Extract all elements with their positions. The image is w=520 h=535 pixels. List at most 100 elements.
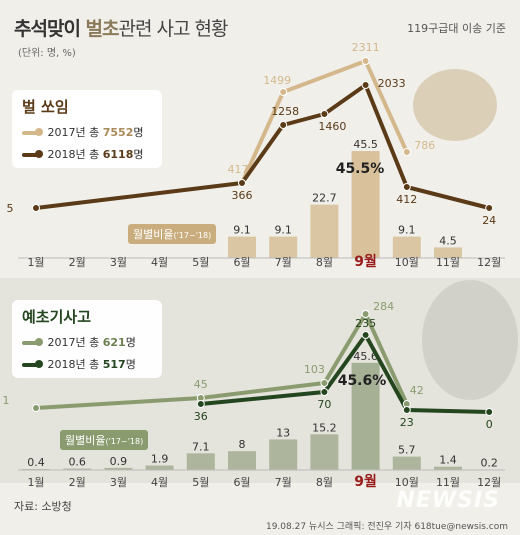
legend-mower-2018-num: 517: [102, 358, 126, 371]
mower-point-label-2017-1: 1: [3, 394, 10, 407]
ratio-tag-bee-label: 월별비율: [133, 228, 174, 241]
legend-bee-2017-num: 7552: [102, 126, 134, 139]
bee-bar-label-7: 9.1: [274, 224, 292, 237]
mower-point-label-2017-8: 103: [304, 363, 325, 376]
mower-bar-label-9: 45.6: [353, 350, 378, 363]
mower-bar-4: [145, 465, 174, 470]
mower-bar-label-10: 5.7: [398, 444, 416, 457]
mower-illustration: [422, 280, 518, 400]
mower-month-label-10: 10월: [395, 476, 419, 489]
bee-point-label-2018-6: 366: [232, 189, 253, 202]
mower-point-2018-10: [402, 406, 411, 414]
mower-point-label-2018-12: 0: [486, 418, 493, 431]
bee-month-label-3: 3월: [110, 256, 127, 269]
bee-month-label-10: 10월: [395, 256, 419, 269]
mower-bar-8: [310, 434, 339, 470]
bee-point-label-2018-7: 1258: [271, 105, 299, 118]
mower-bar-7: [269, 439, 298, 470]
bee-point-2018-9: [361, 81, 370, 89]
bee-point-2017-9: [361, 57, 370, 65]
legend-bee-2017-prefix: 2017년 총: [47, 126, 103, 139]
legend-mower-2017: 2017년 총 621명: [22, 334, 136, 350]
bee-month-label-11: 11월: [436, 256, 460, 269]
bee-bar-11: [434, 247, 462, 258]
bee-point-label-2018-8: 1460: [318, 120, 346, 133]
bee-month-label-8: 8월: [316, 256, 333, 269]
source-note: 자료: 소방청: [14, 500, 72, 513]
bee-point-2017-7: [279, 88, 288, 96]
mower-highlight-percent: 45.6%: [338, 373, 387, 389]
bee-point-label-2017-9: 2311: [352, 41, 380, 54]
mower-bar-5: [186, 453, 215, 470]
legend-mower: 예초기사고 2017년 총 621명 2018년 총 517명: [12, 300, 162, 378]
bee-point-label-2017-10: 786: [414, 139, 435, 152]
mower-month-label-1: 1월: [27, 476, 44, 489]
legend-bee-2018: 2018년 총 6118명: [22, 146, 143, 162]
bee-bar-10: [392, 236, 421, 258]
bee-illustration: [413, 69, 497, 141]
mower-bar-9: [351, 362, 380, 470]
bee-month-label-5: 5월: [192, 256, 209, 269]
bee-point-2017-10: [402, 148, 411, 156]
legend-mower-2017-num: 621: [102, 336, 126, 349]
legend-mower-2017-suffix: 명: [125, 336, 136, 349]
legend-mower-2018-swatch: [22, 360, 43, 368]
mower-bar-label-11: 1.4: [439, 454, 457, 467]
legend-mower-2018-suffix: 명: [125, 358, 136, 371]
mower-point-2017-8: [320, 379, 329, 387]
bee-month-label-4: 4월: [151, 256, 168, 269]
newsis-watermark: NEWSIS: [396, 488, 500, 513]
mower-bar-label-5: 7.1: [192, 440, 210, 453]
mower-bar-label-3: 0.9: [110, 455, 128, 468]
bee-line-2017: [240, 59, 409, 184]
bee-bar-label-10: 9.1: [398, 224, 416, 237]
mower-month-label-2: 2월: [69, 476, 86, 489]
mower-point-2018-8: [320, 388, 329, 396]
bee-point-2018-1: [32, 204, 40, 212]
mower-line-2017: [35, 312, 409, 410]
bee-point-label-2017-7: 1499: [263, 74, 291, 87]
mower-month-label-8: 8월: [316, 476, 333, 489]
bee-month-label-9: 9월: [354, 253, 377, 270]
legend-mower-2018-prefix: 2018년 총: [47, 358, 103, 371]
mower-month-label-9: 9월: [354, 473, 377, 490]
data-basis-note: 119구급대 이송 기준: [407, 22, 506, 35]
mower-month-label-5: 5월: [192, 476, 209, 489]
bee-bar-label-6: 9.1: [233, 224, 251, 237]
mower-point-label-2017-5: 45: [194, 378, 208, 391]
legend-bee-2018-swatch: [22, 150, 43, 158]
bee-point-2018-7: [279, 121, 288, 129]
bee-month-label-7: 7월: [275, 256, 292, 269]
legend-bee-title: 벌 쏘임: [22, 98, 69, 116]
unit-note: (단위: 명, %): [18, 48, 76, 59]
mower-point-label-2018-10: 23: [400, 416, 414, 429]
mower-month-label-6: 6월: [233, 476, 250, 489]
legend-mower-2018: 2018년 총 517명: [22, 356, 136, 372]
legend-mower-2017-swatch: [22, 338, 43, 346]
mower-bar-label-12: 0.2: [480, 457, 498, 470]
mower-point-2017-1: [32, 404, 40, 412]
bee-highlight-percent: 45.5%: [336, 161, 385, 177]
title-rest: 관련 사고 현황: [118, 18, 229, 40]
ratio-tag-bee-note: ('17~'18): [173, 231, 212, 240]
bee-line-2018: [35, 83, 490, 210]
mower-point-2017-9: [361, 310, 370, 318]
legend-bee-2017: 2017년 총 7552명: [22, 124, 143, 140]
mower-bar-11: [434, 466, 462, 470]
mower-bar-6: [228, 451, 256, 470]
mower-bar-2: [63, 468, 92, 470]
bee-point-2018-10: [402, 183, 411, 191]
credit-note: 19.08.27 뉴시스 그래픽: 전진우 기자 618tue@newsis.c…: [265, 522, 508, 532]
mower-point-2018-9: [361, 331, 370, 339]
ratio-tag-mower: 월별비율('17~'18): [60, 430, 149, 450]
bee-point-label-2018-10: 412: [396, 193, 417, 206]
mower-bar-label-6: 8: [239, 438, 246, 451]
mower-bar-label-7: 13: [276, 426, 290, 439]
mower-month-label-12: 12월: [477, 476, 501, 489]
mower-point-2018-5: [196, 400, 205, 408]
legend-bee-2018-suffix: 명: [133, 148, 144, 161]
mower-point-label-2018-5: 36: [194, 410, 208, 423]
bee-point-2018-8: [320, 110, 329, 118]
mower-month-label-4: 4월: [151, 476, 168, 489]
